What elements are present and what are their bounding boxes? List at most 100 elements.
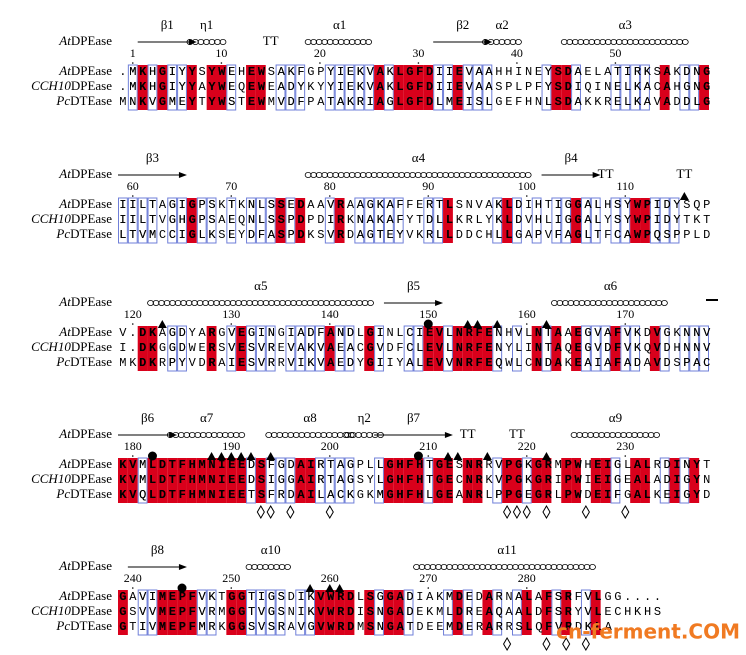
- identity-box: [374, 65, 384, 110]
- residue-number: 1: [130, 46, 136, 60]
- site-diamond: [266, 505, 275, 519]
- similarity-box: [374, 325, 384, 372]
- species: At: [58, 588, 71, 603]
- helix-coil: [603, 431, 611, 438]
- helix-coil: [468, 564, 475, 571]
- identity-box: [364, 590, 375, 635]
- identity-box: [649, 326, 660, 371]
- helix-coil: [403, 171, 411, 178]
- identity-box: [118, 590, 128, 635]
- number-dot: [427, 195, 430, 197]
- identity-box: [324, 326, 335, 371]
- helix-coil: [325, 431, 333, 438]
- helix-coil: [321, 171, 329, 178]
- similarity-box: [492, 457, 503, 504]
- helix-coil: [312, 299, 319, 306]
- structure-row-name: AtDPEase: [58, 558, 112, 573]
- similarity-box: [433, 197, 444, 244]
- sequence-name: PcDTEase: [55, 354, 112, 369]
- identity-box: [167, 458, 178, 503]
- helix-coil: [270, 431, 278, 438]
- helix-coil: [621, 39, 629, 46]
- helix-coil: [276, 431, 284, 438]
- helix-coil: [501, 564, 508, 571]
- identity-box: [433, 458, 444, 503]
- similarity-box: [561, 197, 572, 244]
- site-circle: [177, 583, 187, 593]
- similarity-box: [285, 197, 296, 244]
- identity-box: [246, 65, 256, 110]
- similarity-box: [137, 197, 148, 244]
- similarity-box: [600, 325, 611, 372]
- similarity-box: [315, 325, 325, 372]
- identity-box: [383, 458, 394, 503]
- identity-box: [640, 458, 650, 503]
- identity-box: [462, 458, 473, 503]
- residue-number: 120: [124, 307, 142, 321]
- helix-coil: [163, 299, 171, 306]
- identity-box: [137, 65, 148, 110]
- similarity-box: [433, 64, 444, 111]
- similarity-box: [226, 197, 237, 244]
- helix-coil: [493, 39, 500, 46]
- helix-coil: [196, 299, 204, 306]
- helix-coil: [152, 299, 160, 306]
- similarity-box: [462, 589, 473, 636]
- helix-coil: [295, 299, 303, 306]
- residue-number: 110: [616, 179, 634, 193]
- helix-coil: [562, 299, 569, 306]
- residue-number: 280: [518, 571, 536, 585]
- similarity-box: [295, 64, 306, 111]
- helix-coil: [567, 564, 574, 571]
- residue-number: 10: [215, 46, 227, 60]
- structure-label: α2: [495, 17, 508, 32]
- structure-label: α10: [261, 542, 281, 557]
- helix-coil: [268, 299, 275, 306]
- helix-coil: [279, 299, 286, 306]
- helix-coil: [343, 171, 351, 178]
- enzyme-suffix: DTEase: [70, 618, 112, 633]
- identity-box: [541, 590, 552, 635]
- helix-coil: [573, 299, 580, 306]
- species: At: [58, 456, 71, 471]
- helix-coil: [192, 39, 199, 46]
- strand-arrowhead: [178, 564, 187, 570]
- helix-coil: [508, 171, 516, 178]
- helix-coil: [487, 39, 495, 46]
- helix-coil: [598, 431, 605, 438]
- sequence-similar: IILTAGIGPSKTKNLSSEDAAVRAAGKAFFERTLSNVAKL…: [119, 198, 710, 212]
- helix-coil: [205, 431, 213, 438]
- helix-coil: [676, 39, 684, 46]
- similarity-box: [265, 325, 276, 372]
- site-diamond: [581, 505, 590, 519]
- site-diamond: [522, 505, 531, 519]
- similarity-box: [640, 64, 650, 111]
- identity-box: [206, 458, 217, 503]
- sequence-similar: LTVMCCIGLKSEYDFASPDKSVRDAGTEYVKRLLDDCHLL…: [119, 228, 710, 242]
- residue-number: 210: [419, 439, 437, 453]
- identity-box: [147, 326, 158, 371]
- helix-coil: [639, 299, 646, 306]
- helix-coil: [581, 431, 589, 438]
- similarity-box: [443, 589, 453, 636]
- helix-coil: [301, 299, 308, 306]
- similarity-box: [679, 457, 690, 504]
- identity-box: [659, 65, 670, 110]
- helix-coil: [659, 39, 667, 46]
- helix-coil: [504, 39, 511, 46]
- identity-box: [344, 590, 355, 635]
- identity-box: [482, 326, 493, 371]
- structure-row-name: AtDPEase: [58, 33, 112, 48]
- similarity-box: [285, 325, 296, 372]
- enzyme-suffix: DPEase: [71, 339, 112, 354]
- sequence-similar: IILTVGHGPSAEQNLSSPDPDIRKNAKAFYTDLLKRLYKL…: [119, 213, 710, 227]
- site-triangle: [216, 452, 226, 460]
- helix-coil: [188, 431, 196, 438]
- species: Pc: [55, 618, 70, 633]
- structure-label: β2: [456, 17, 469, 32]
- similarity-box: [196, 197, 207, 244]
- helix-coil: [287, 431, 295, 438]
- enzyme-suffix: DTEase: [70, 486, 112, 501]
- residue-number: 60: [127, 179, 139, 193]
- identity-box: [334, 590, 345, 635]
